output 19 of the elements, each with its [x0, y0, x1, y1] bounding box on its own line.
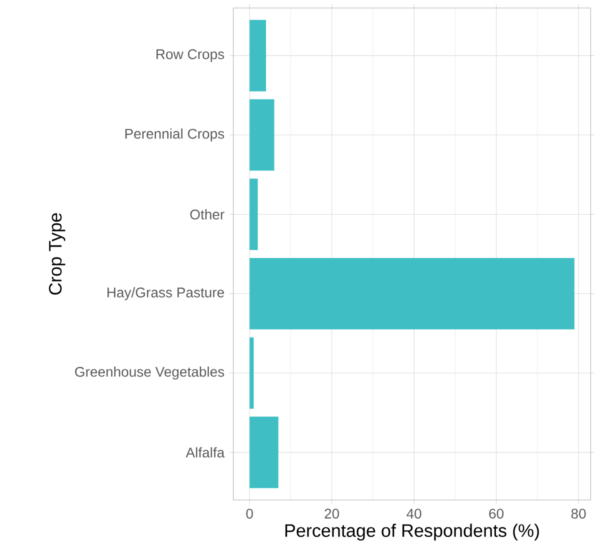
x-tick-label: 60	[489, 508, 504, 519]
x-tick-label: 20	[324, 508, 340, 519]
bar	[250, 416, 278, 488]
x-tick-label: 0	[246, 508, 253, 519]
x-axis-title: Percentage of Respondents (%)	[285, 524, 539, 541]
y-tick-label: Hay/Grass Pasture	[108, 287, 224, 300]
bar	[250, 20, 266, 92]
y-tick-label: Other	[190, 209, 224, 220]
y-tick-label: Alfalfa	[186, 447, 225, 458]
y-axis-title: Crop Type	[48, 213, 66, 295]
bar	[250, 99, 274, 171]
y-tick-label: Greenhouse Vegetables	[75, 366, 224, 380]
y-tick-label: Perennial Crops	[125, 128, 224, 142]
bar	[250, 178, 258, 250]
x-tick-label: 80	[571, 508, 586, 519]
bar	[250, 337, 254, 409]
y-tick-label: Row Crops	[156, 49, 224, 62]
bar	[250, 258, 574, 330]
x-tick-label: 40	[406, 508, 422, 519]
